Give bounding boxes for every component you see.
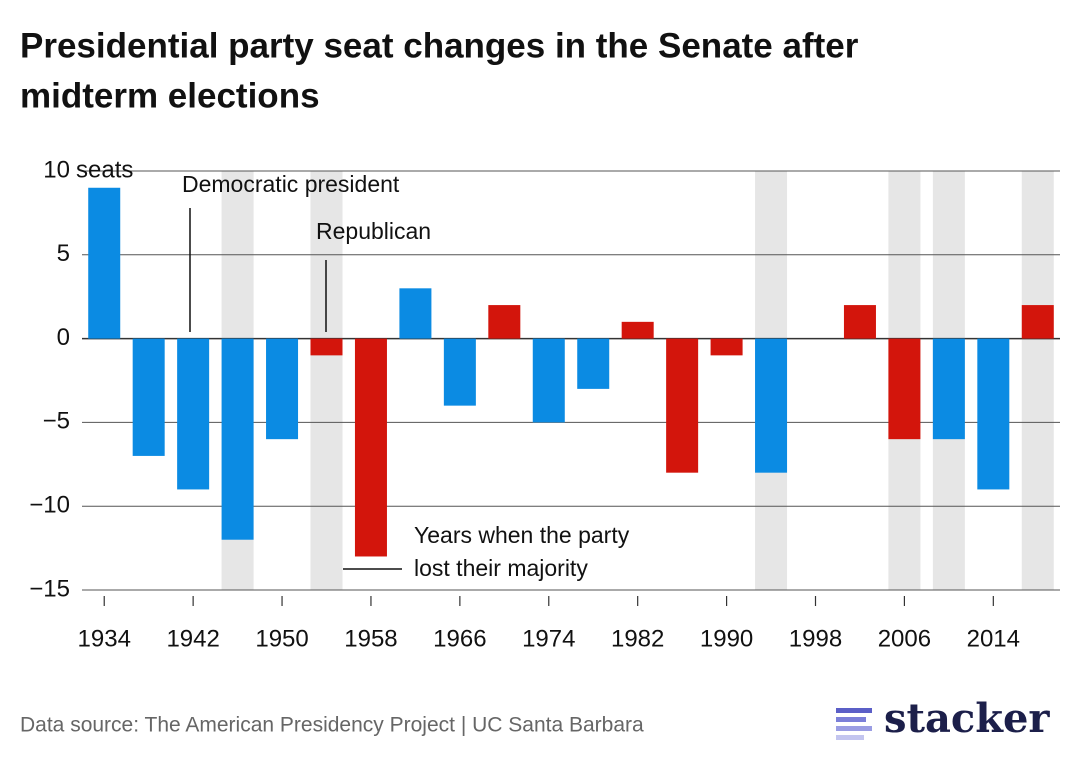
bar	[710, 338, 743, 356]
y-tick-label: 0	[57, 324, 70, 351]
x-tick-label: 2014	[967, 625, 1020, 652]
shade-band	[310, 171, 343, 590]
x-tick-label: 1990	[700, 625, 753, 652]
x-tick-label: 1950	[255, 625, 308, 652]
bar	[666, 338, 699, 473]
annotation: lost their majority	[414, 555, 588, 581]
y-tick-label: 10	[43, 156, 70, 183]
bar	[888, 338, 921, 440]
bar	[532, 338, 565, 423]
x-tick-label: 1974	[522, 625, 575, 652]
bar	[755, 338, 788, 473]
bar	[266, 338, 299, 440]
y-tick-label: 5	[57, 240, 70, 267]
y-tick-label: −10	[29, 492, 70, 519]
x-tick-label: 1942	[166, 625, 219, 652]
chart-title: midterm elections	[20, 76, 320, 115]
x-tick-label: 1934	[78, 625, 131, 652]
shade-band	[1021, 171, 1054, 590]
bar	[488, 305, 521, 339]
brand: stacker	[884, 695, 1050, 742]
bar	[932, 338, 965, 440]
bar	[221, 338, 254, 540]
plot: −15 −10 −5 0 5 10 seats 1934 1942 1950 1958 1966 197…	[29, 156, 1060, 652]
bar	[1021, 305, 1054, 339]
bar	[977, 338, 1010, 490]
bar	[177, 338, 210, 490]
y-tick-label: −15	[29, 575, 70, 602]
logo-icon	[836, 708, 872, 740]
y-tick-label: −5	[43, 408, 70, 435]
bar	[443, 338, 476, 406]
bar	[621, 321, 654, 339]
x-tick-label: 1966	[433, 625, 486, 652]
x-tick-label: 1958	[344, 625, 397, 652]
annotation: Republican	[316, 218, 431, 244]
chart-title: Presidential party seat changes in the S…	[20, 26, 859, 65]
bar	[399, 288, 432, 339]
y-unit: seats	[76, 156, 133, 183]
bar	[132, 338, 165, 456]
x-tick-label: 1998	[789, 625, 842, 652]
bar	[843, 305, 876, 339]
annotation: Years when the party	[414, 522, 630, 548]
x-tick-label: 1982	[611, 625, 664, 652]
bar	[354, 338, 387, 557]
bar	[88, 187, 121, 339]
source: Data source: The American Presidency Pro…	[20, 714, 644, 737]
annotation: Democratic president	[182, 171, 400, 197]
bar	[310, 338, 343, 356]
bar	[577, 338, 610, 389]
x-tick-label: 2006	[878, 625, 931, 652]
